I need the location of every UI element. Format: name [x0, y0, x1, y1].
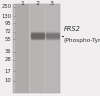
Text: 36: 36 — [5, 49, 12, 54]
Text: 250: 250 — [1, 4, 12, 9]
Text: 3: 3 — [50, 1, 54, 6]
Text: 55: 55 — [5, 37, 12, 42]
Bar — [13, 4, 60, 93]
Text: FRS2: FRS2 — [64, 26, 80, 32]
Text: (Phospho-Tyr436): (Phospho-Tyr436) — [64, 38, 100, 43]
Text: 2: 2 — [35, 1, 39, 6]
Text: 10: 10 — [5, 78, 12, 83]
Bar — [45, 4, 59, 93]
Text: 95: 95 — [5, 21, 12, 26]
Text: 28: 28 — [5, 57, 12, 62]
Text: 130: 130 — [2, 14, 12, 19]
Text: 17: 17 — [5, 69, 12, 74]
Text: 1: 1 — [20, 1, 24, 6]
Bar — [15, 4, 29, 93]
Text: 72: 72 — [5, 29, 12, 34]
Bar — [30, 4, 44, 93]
